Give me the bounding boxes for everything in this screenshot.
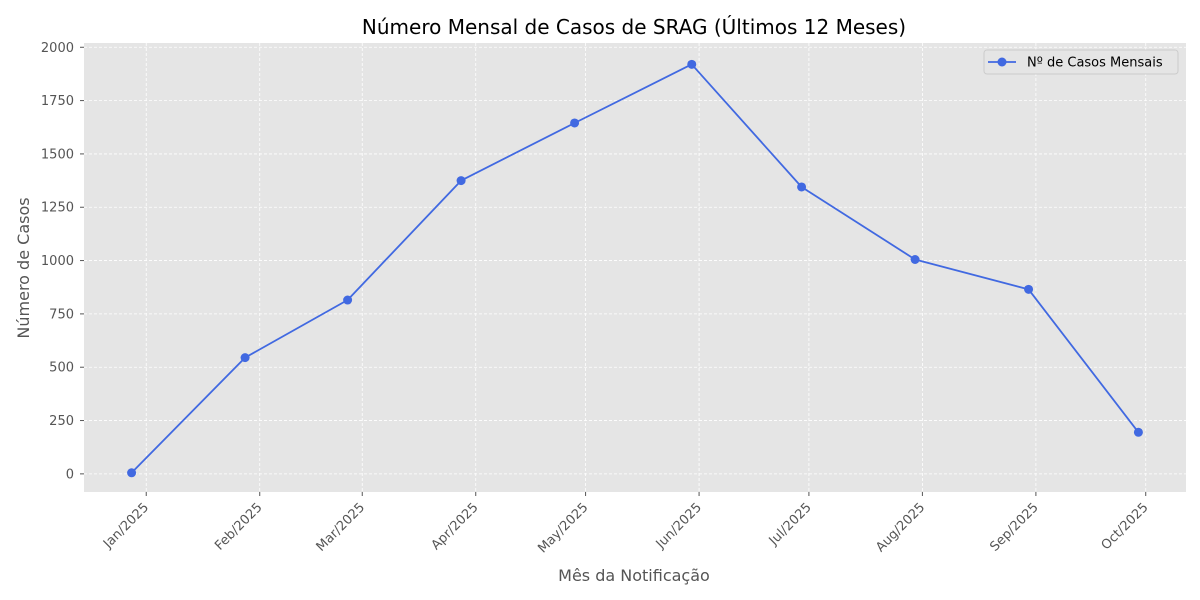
x-tick-label: Oct/2025: [1099, 500, 1152, 553]
y-tick-label: 2000: [41, 41, 74, 56]
y-tick-label: 1500: [41, 147, 74, 162]
x-tick-label: Jun/2025: [653, 500, 705, 552]
x-tick-label: Apr/2025: [429, 500, 482, 553]
series-layer: [127, 59, 1143, 478]
x-tick-label: Mar/2025: [314, 500, 368, 554]
legend-entry-label: Nº de Casos Mensais: [1027, 56, 1163, 71]
plot-area: [84, 43, 1186, 492]
x-axis-label: Mês da Notificação: [558, 566, 710, 585]
data-point: [456, 176, 466, 186]
y-tick-label: 1750: [41, 94, 74, 109]
x-tick-label: Feb/2025: [212, 500, 265, 553]
legend-marker-swatch: [997, 57, 1007, 67]
series-line: [130, 63, 1140, 474]
data-point: [240, 353, 250, 363]
y-tick-label: 250: [49, 414, 74, 429]
legend: Nº de Casos Mensais: [983, 49, 1179, 75]
data-point: [1133, 427, 1143, 437]
x-tick-label: Aug/2025: [873, 500, 928, 555]
y-tick-label: 1000: [41, 254, 74, 269]
y-axis-label: Número de Casos: [14, 197, 33, 338]
y-tick-label: 750: [49, 307, 74, 322]
data-point: [127, 468, 137, 478]
legend-box: [983, 49, 1179, 75]
y-axis-ticks: 0 250 500 750 1000 1250 1500 1750 2000: [41, 41, 84, 482]
data-point: [797, 182, 807, 192]
chart-title: Número Mensal de Casos de SRAG (Últimos …: [362, 15, 906, 39]
x-tick-label: Jan/2025: [100, 500, 152, 552]
y-tick-label: 500: [49, 361, 74, 376]
x-tick-label: May/2025: [535, 500, 591, 556]
y-tick-label: 1250: [41, 201, 74, 216]
data-point: [687, 59, 697, 69]
data-point: [910, 255, 920, 265]
data-point: [1024, 284, 1034, 294]
grid: [84, 43, 1186, 492]
data-point: [343, 295, 353, 305]
y-tick-label: 0: [66, 467, 74, 482]
x-tick-label: Jul/2025: [766, 500, 815, 549]
x-tick-label: Sep/2025: [987, 500, 1041, 554]
data-point: [570, 118, 580, 128]
x-axis-ticks: Jan/2025 Feb/2025 Mar/2025 Apr/2025 May/2025…: [100, 492, 1152, 556]
